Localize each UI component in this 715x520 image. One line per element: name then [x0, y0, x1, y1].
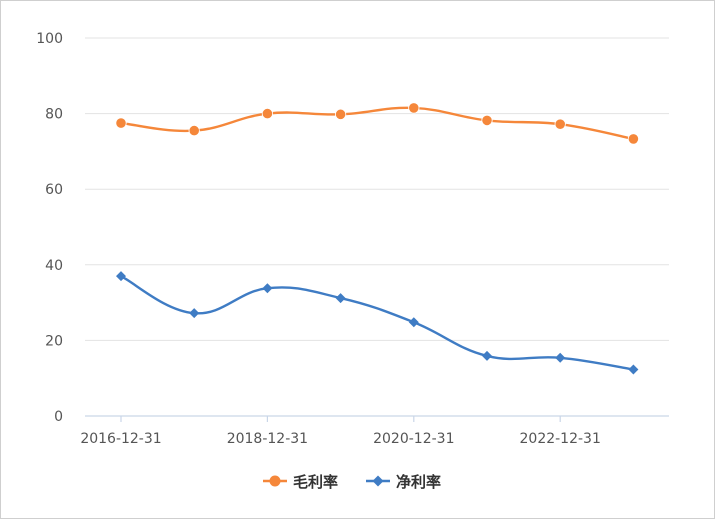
data-point[interactable] — [335, 293, 346, 304]
legend[interactable]: 毛利率 净利率 — [263, 473, 441, 491]
series-net-margin — [116, 271, 639, 375]
series-line — [120, 106, 634, 141]
data-point[interactable] — [482, 350, 492, 361]
legend-label: 毛利率 — [293, 473, 338, 491]
y-axis-ticks: 0 20 40 60 80 100 — [36, 31, 63, 425]
data-point[interactable] — [408, 317, 419, 328]
legend-label: 净利率 — [396, 473, 441, 491]
x-tick-label: 2018-12-31 — [227, 431, 308, 447]
data-point[interactable] — [628, 364, 639, 375]
x-axis-ticks: 2016-12-31 2018-12-31 2020-12-31 2022-12-31 — [80, 416, 601, 447]
data-point[interactable] — [115, 117, 127, 129]
y-tick-label: 0 — [54, 409, 63, 425]
data-point[interactable] — [554, 118, 566, 130]
legend-marker — [269, 475, 281, 487]
data-point[interactable] — [116, 271, 126, 282]
data-point[interactable] — [189, 308, 200, 319]
data-point[interactable] — [262, 283, 273, 294]
data-point[interactable] — [627, 133, 640, 145]
x-tick-label: 2022-12-31 — [520, 431, 601, 447]
y-tick-label: 60 — [45, 182, 63, 198]
data-point[interactable] — [188, 125, 200, 137]
series-layer — [115, 102, 640, 375]
series-line — [120, 275, 634, 371]
data-point[interactable] — [555, 352, 566, 363]
y-tick-label: 80 — [45, 107, 63, 123]
y-tick-label: 100 — [36, 31, 63, 47]
legend-marker — [372, 475, 384, 487]
legend-item[interactable]: 毛利率 — [263, 473, 338, 491]
grid-lines — [85, 37, 669, 341]
x-tick-label: 2016-12-31 — [80, 431, 161, 447]
data-point[interactable] — [408, 102, 420, 114]
data-point[interactable] — [334, 108, 347, 120]
series-gross-margin — [115, 102, 640, 145]
y-tick-label: 40 — [45, 258, 63, 274]
x-tick-label: 2020-12-31 — [373, 431, 454, 447]
legend-item[interactable]: 净利率 — [366, 473, 441, 491]
y-tick-label: 20 — [45, 333, 63, 349]
data-point[interactable] — [481, 114, 493, 127]
data-point[interactable] — [261, 108, 273, 120]
